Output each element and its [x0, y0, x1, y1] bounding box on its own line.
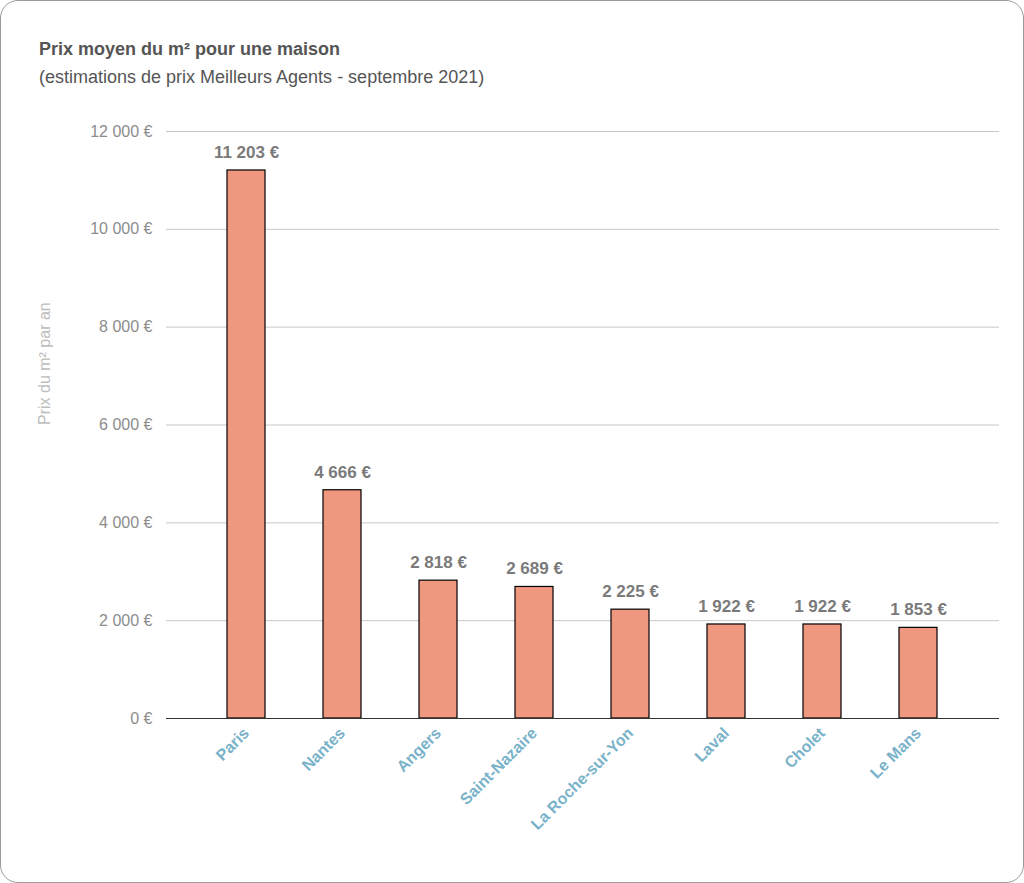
- svg-text:Cholet: Cholet: [781, 724, 829, 772]
- svg-text:Laval: Laval: [691, 724, 732, 765]
- svg-text:2 689 €: 2 689 €: [506, 559, 563, 578]
- svg-text:1 922 €: 1 922 €: [794, 597, 851, 616]
- svg-text:Prix du m² par an: Prix du m² par an: [36, 302, 53, 425]
- svg-text:La Roche-sur-Yon: La Roche-sur-Yon: [528, 724, 637, 833]
- svg-text:1 922 €: 1 922 €: [698, 597, 755, 616]
- svg-text:1 853 €: 1 853 €: [890, 600, 947, 619]
- svg-text:6 000 €: 6 000 €: [99, 416, 152, 433]
- svg-text:Saint-Nazaire: Saint-Nazaire: [457, 724, 541, 808]
- html-text:(estimations de prix Meilleurs: (estimations de prix Meilleurs Agents - …: [39, 67, 485, 87]
- svg-text:10 000 €: 10 000 €: [90, 220, 152, 237]
- svg-text:Paris: Paris: [213, 724, 253, 764]
- svg-text:Le Mans: Le Mans: [867, 724, 924, 781]
- html-text:Prix moyen du m² pour une mais: Prix moyen du m² pour une maison: [39, 39, 340, 59]
- svg-text:2 225 €: 2 225 €: [602, 582, 659, 601]
- svg-text:4 000 €: 4 000 €: [99, 514, 152, 531]
- svg-text:2 000 €: 2 000 €: [99, 612, 152, 629]
- svg-text:11 203 €: 11 203 €: [214, 143, 280, 162]
- svg-text:8 000 €: 8 000 €: [99, 318, 152, 335]
- svg-text:0 €: 0 €: [130, 710, 152, 727]
- svg-text:Angers: Angers: [393, 724, 444, 775]
- svg-text:Nantes: Nantes: [298, 724, 348, 774]
- svg-text:12 000 €: 12 000 €: [90, 123, 152, 140]
- svg-text:2 818 €: 2 818 €: [410, 553, 467, 572]
- svg-text:4 666 €: 4 666 €: [314, 463, 371, 482]
